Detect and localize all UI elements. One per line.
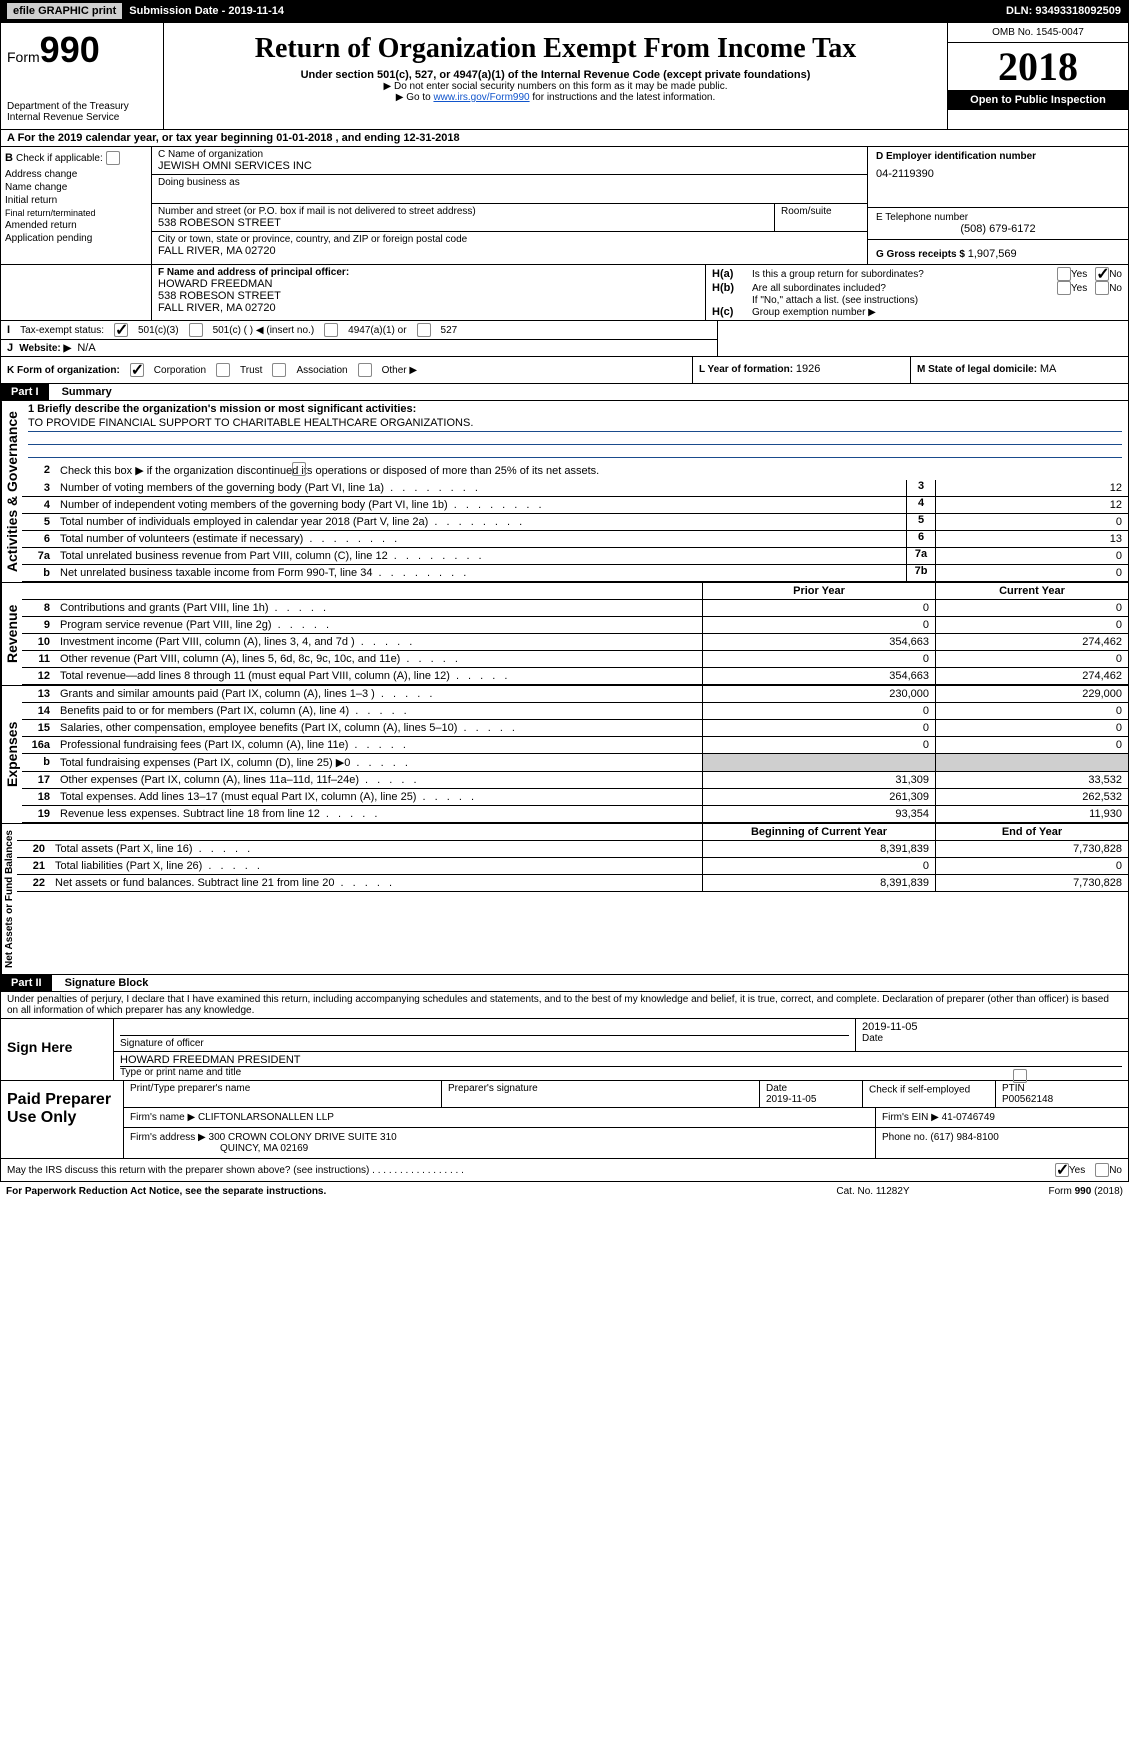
ein-value: 04-2119390 [876,162,1120,180]
website-value: N/A [77,342,95,354]
assoc-checkbox[interactable] [272,363,286,377]
501c-checkbox[interactable] [189,323,203,337]
efile-button[interactable]: efile GRAPHIC print [6,2,123,20]
other-checkbox[interactable] [358,363,372,377]
initial-return: Initial return [1,195,151,208]
officer-typed-name: HOWARD FREEDMAN PRESIDENT [120,1054,1122,1067]
box-c-label: C Name of organization [158,149,861,160]
form-number: Form990 [7,29,157,71]
4947-checkbox[interactable] [324,323,338,337]
form-title: Return of Organization Exempt From Incom… [174,33,937,65]
sig-date: 2019-11-05 [862,1021,1122,1033]
revenue-vlabel: Revenue [1,583,22,685]
org-name: JEWISH OMNI SERVICES INC [158,160,861,172]
officer-name: HOWARD FREEDMAN [158,278,699,290]
sig-officer-label: Signature of officer [120,1038,849,1049]
activities-vlabel: Activities & Governance [1,401,22,582]
hc-text: Group exemption number ▶ [752,307,876,318]
city-value: FALL RIVER, MA 02720 [158,245,861,257]
pra-notice: For Paperwork Reduction Act Notice, see … [6,1186,773,1197]
form990-link[interactable]: www.irs.gov/Form990 [433,92,529,103]
amended-return: Amended return [1,220,151,233]
phone-value: (508) 679-6172 [876,223,1120,235]
preparer-sig-label: Preparer's signature [442,1081,760,1107]
ha-text: Is this a group return for subordinates? [752,269,1057,280]
current-year-header: Current Year [935,583,1128,599]
mission-text: TO PROVIDE FINANCIAL SUPPORT TO CHARITAB… [28,417,473,429]
top-bar: efile GRAPHIC print Submission Date - 20… [0,0,1129,22]
open-public: Open to Public Inspection [948,90,1128,110]
year-formation: 1926 [796,363,820,375]
self-emp-checkbox[interactable] [1013,1069,1027,1083]
ha-no-checkbox[interactable] [1095,267,1109,281]
hb-note: If "No," attach a list. (see instruction… [712,295,1122,306]
box-g-label: G Gross receipts $ [876,249,968,260]
officer-street: 538 ROBESON STREET [158,290,699,302]
gross-receipts: 1,907,569 [968,248,1017,260]
addr-change: Address change [1,169,151,182]
firm-name: CLIFTONLARSONALLEN LLP [198,1112,334,1123]
submission-date-label: Submission Date - 2019-11-14 [123,5,290,17]
officer-city: FALL RIVER, MA 02720 [158,302,699,314]
city-label: City or town, state or province, country… [158,234,861,245]
part2-title: Signature Block [55,977,149,989]
501c3-checkbox[interactable] [114,323,128,337]
section-a-line: A For the 2019 calendar year, or tax yea… [0,130,1129,147]
prior-year-header: Prior Year [702,583,935,599]
final-return: Final return/terminated [1,208,151,220]
form-footer: Form 990 (2018) [973,1186,1123,1197]
box-e-label: E Telephone number [876,212,1120,223]
hb-yes-checkbox[interactable] [1057,281,1071,295]
hb-no-checkbox[interactable] [1095,281,1109,295]
tax-year: 2018 [948,43,1128,90]
box-d-label: D Employer identification number [876,151,1120,162]
end-year-header: End of Year [935,824,1128,840]
street-value: 538 ROBESON STREET [158,217,768,229]
irs-label: Internal Revenue Service [7,112,157,123]
part1-bar: Part I [1,384,49,400]
box-f-label: F Name and address of principal officer: [158,267,699,278]
dln-label: DLN: 93493318092509 [998,5,1129,17]
type-name-label: Type or print name and title [120,1067,1122,1078]
name-change: Name change [1,182,151,195]
corp-checkbox[interactable] [130,363,144,377]
preparer-name-label: Print/Type preparer's name [124,1081,442,1107]
firm-addr1: 300 CROWN COLONY DRIVE SUITE 310 [209,1132,397,1143]
ptin-value: P00562148 [1002,1094,1053,1105]
checkbox-applicable[interactable] [106,151,120,165]
subtitle-3: ▶ Go to www.irs.gov/Form990 for instruct… [174,92,937,103]
netassets-vlabel: Net Assets or Fund Balances [1,824,17,974]
firm-ein: 41-0746749 [942,1112,995,1123]
expenses-vlabel: Expenses [1,686,22,823]
trust-checkbox[interactable] [216,363,230,377]
beg-year-header: Beginning of Current Year [702,824,935,840]
date-label: Date [862,1033,1122,1044]
cat-no: Cat. No. 11282Y [773,1186,973,1197]
ha-yes-checkbox[interactable] [1057,267,1071,281]
may-discuss-text: May the IRS discuss this return with the… [7,1165,1055,1176]
room-suite-label: Room/suite [774,204,867,231]
self-employed-check: Check if self-employed [863,1081,996,1107]
sign-here-label: Sign Here [7,1039,72,1055]
discuss-yes-checkbox[interactable] [1055,1163,1069,1177]
state-domicile: MA [1040,363,1057,375]
paid-preparer-label: Paid Preparer Use Only [7,1091,111,1126]
527-checkbox[interactable] [417,323,431,337]
hb-text: Are all subordinates included? [752,283,1057,294]
part1-title: Summary [52,386,112,398]
dba-label: Doing business as [158,177,861,188]
subtitle-1: Under section 501(c), 527, or 4947(a)(1)… [174,69,937,81]
dept-treasury: Department of the Treasury [7,101,157,112]
perjury-text: Under penalties of perjury, I declare th… [0,992,1129,1019]
line2-checkbox[interactable] [292,462,306,476]
part2-bar: Part II [1,975,52,991]
omb-number: OMB No. 1545-0047 [948,23,1128,43]
firm-phone: (617) 984-8100 [930,1132,998,1143]
subtitle-2: ▶ Do not enter social security numbers o… [174,81,937,92]
firm-addr2: QUINCY, MA 02169 [130,1143,308,1154]
street-label: Number and street (or P.O. box if mail i… [158,206,768,217]
app-pending: Application pending [1,233,151,246]
form-header: Form990 Department of the Treasury Inter… [0,22,1129,130]
discuss-no-checkbox[interactable] [1095,1163,1109,1177]
